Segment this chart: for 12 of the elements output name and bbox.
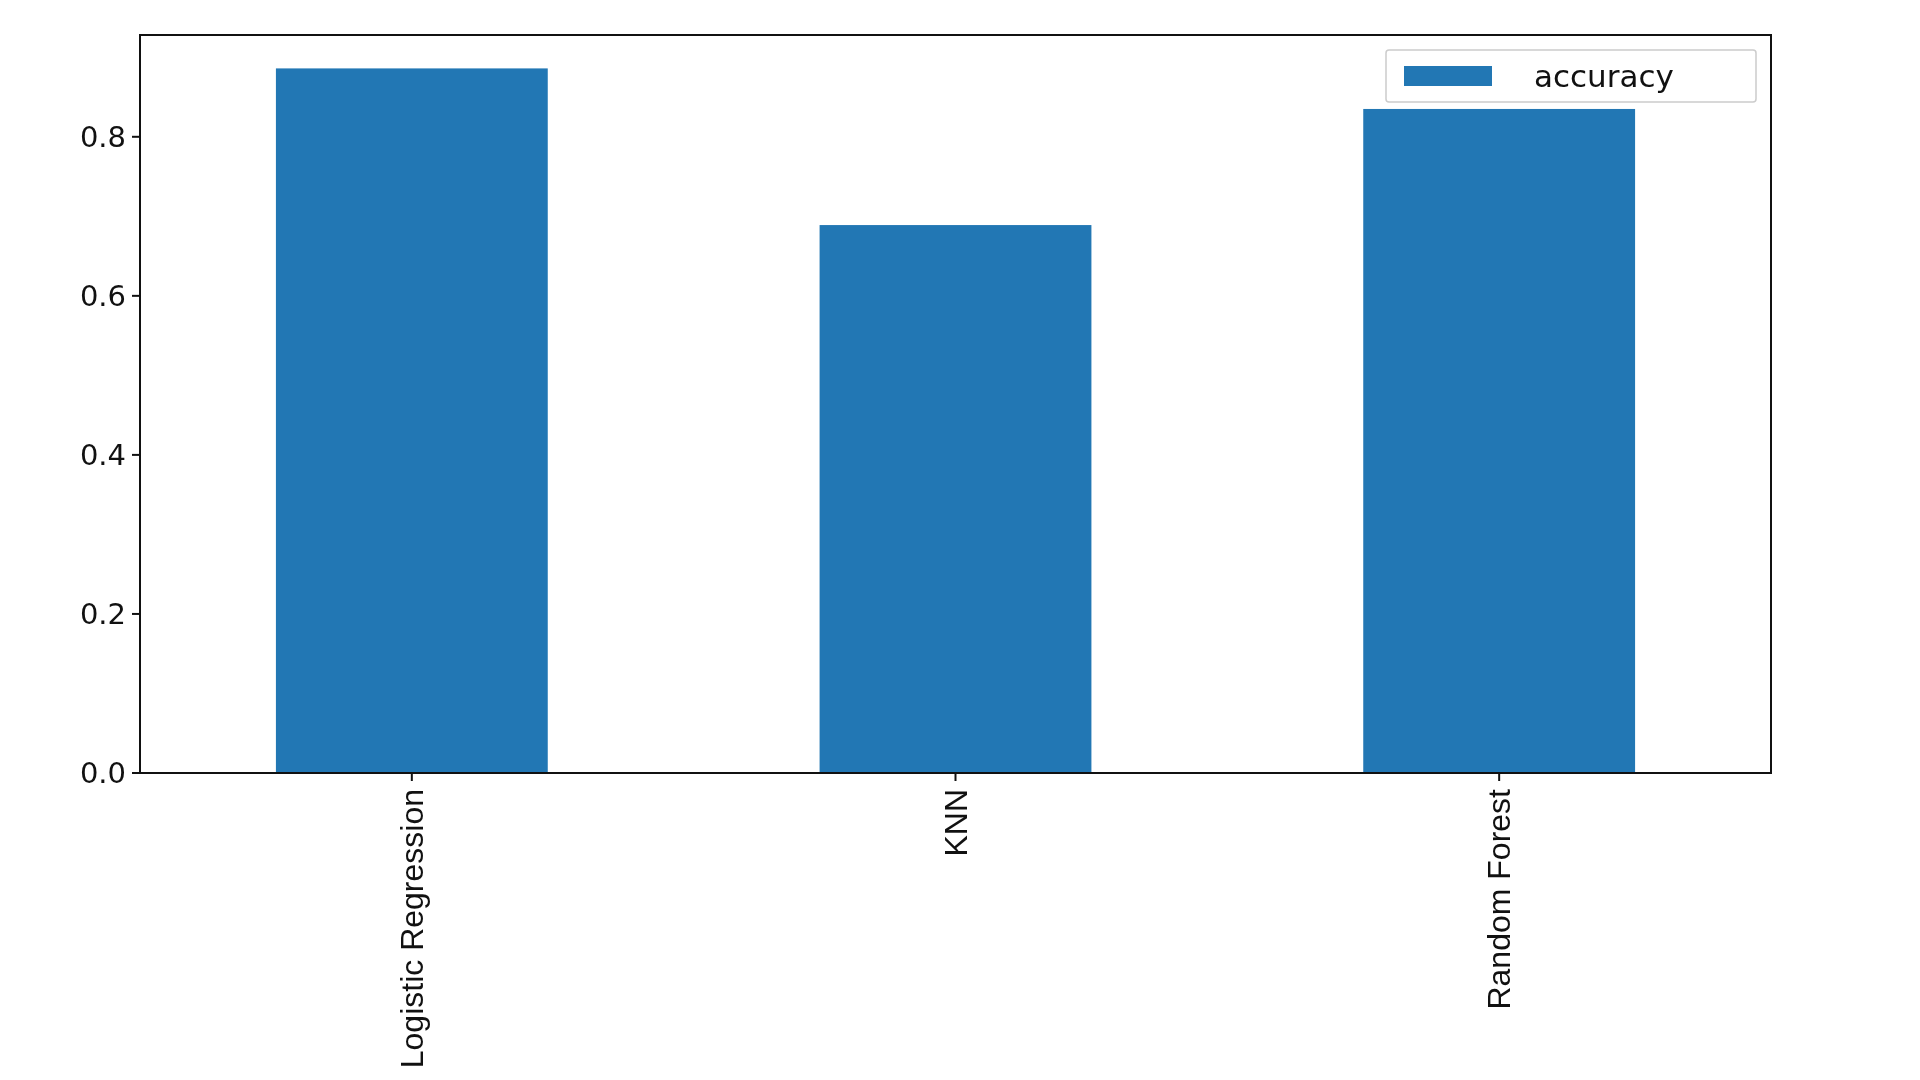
bar (819, 225, 1092, 773)
legend-label: accuracy (1534, 57, 1674, 94)
y-tick-label: 0.0 (79, 756, 126, 791)
x-tick-label: Logistic Regression (394, 789, 431, 1069)
bar (275, 68, 548, 773)
x-tick-label: KNN (937, 789, 974, 857)
y-tick-label: 0.8 (79, 119, 126, 154)
x-tick-label: Random Forest (1481, 788, 1518, 1010)
y-tick-label: 0.2 (79, 597, 126, 632)
y-tick-label: 0.4 (79, 438, 126, 473)
bar (1363, 108, 1636, 773)
y-tick-label: 0.6 (79, 278, 126, 313)
